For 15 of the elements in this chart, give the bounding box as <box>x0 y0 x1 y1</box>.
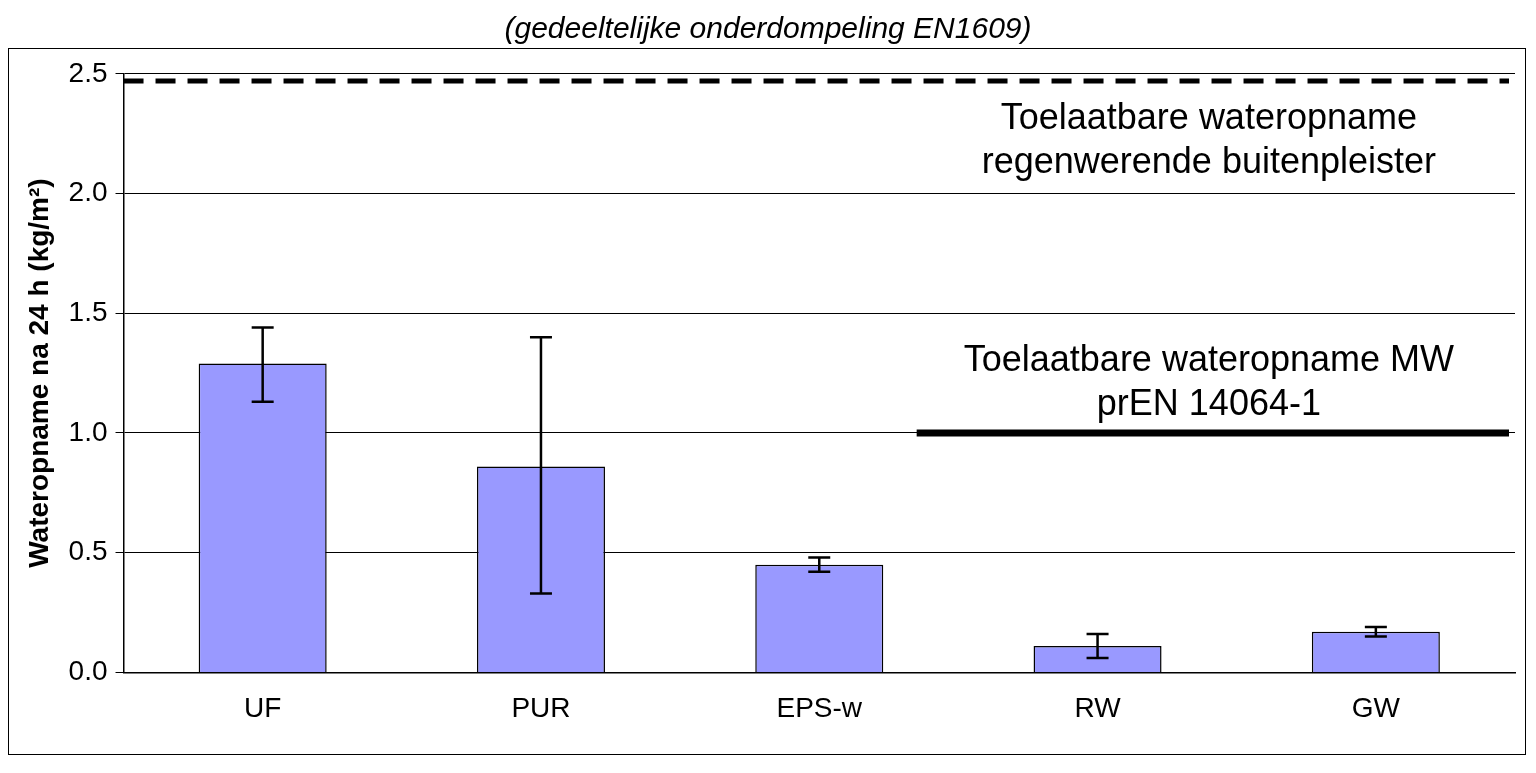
y-tick-label: 1.0 <box>68 415 108 447</box>
y-tick-label: 0.5 <box>68 535 108 567</box>
y-tick-label: 0.0 <box>68 655 108 687</box>
ref-line-label: Toelaatbare wateropname MW prEN 14064-1 <box>963 337 1455 423</box>
chart-title: (gedeeltelijke onderdompeling EN1609) <box>503 10 1033 46</box>
ref-line-label: Toelaatbare wateropname regenwerende buitenpleister <box>981 95 1437 181</box>
x-tick-label: PUR <box>511 691 571 723</box>
y-tick-label: 2.5 <box>68 56 108 88</box>
x-tick-label: EPS-w <box>776 691 863 723</box>
y-tick-label: 2.0 <box>68 176 108 208</box>
x-tick-label: GW <box>1351 691 1401 723</box>
y-tick-label: 1.5 <box>68 295 108 327</box>
x-tick-label: UF <box>244 691 282 723</box>
y-axis-title: Wateropname na 24 h (kg/m²) <box>22 178 54 568</box>
x-tick-label: RW <box>1074 691 1122 723</box>
